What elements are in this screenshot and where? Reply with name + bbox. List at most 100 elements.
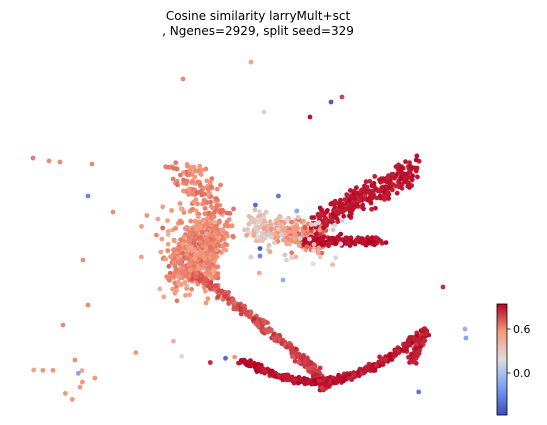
cell-point	[186, 172, 192, 177]
cell-point	[268, 327, 274, 333]
cell-point	[415, 174, 420, 180]
cell-point	[189, 191, 195, 197]
cell-point	[354, 185, 359, 191]
chart-title-line-1: Cosine similarity larryMult+sct	[165, 9, 351, 23]
cell-point	[290, 354, 295, 360]
cell-point	[369, 195, 375, 201]
cell-point	[345, 202, 351, 208]
cell-point	[210, 205, 216, 211]
cell-point	[207, 219, 213, 225]
outlier-point	[79, 368, 85, 373]
isolated-point	[180, 76, 186, 82]
cell-point	[229, 223, 235, 229]
cell-point-low	[257, 253, 263, 259]
cell-point	[317, 378, 322, 384]
cell-point	[210, 211, 216, 217]
cell-point	[189, 164, 194, 170]
chart-title-line-2: , Ngenes=2929, split seed=329	[162, 24, 354, 38]
cell-point	[372, 174, 378, 179]
colorbar-tick-label-0-6: 0.6	[513, 323, 531, 336]
isolated-point	[462, 326, 468, 332]
cell-point	[255, 234, 261, 240]
cell-point	[197, 163, 203, 169]
cell-point	[172, 247, 178, 253]
cell-point	[269, 226, 274, 232]
cell-point	[360, 202, 366, 208]
cell-point	[313, 231, 319, 237]
cell-point	[413, 342, 419, 348]
cell-point	[289, 255, 294, 260]
cell-point	[170, 286, 176, 292]
cell-point	[223, 294, 229, 299]
cell-point	[194, 250, 200, 256]
cell-point	[139, 224, 144, 229]
cell-point	[423, 331, 429, 337]
cell-point	[390, 171, 396, 177]
cell-point	[362, 193, 368, 199]
cell-point	[302, 240, 308, 246]
outlier-point	[77, 384, 83, 390]
cell-point	[302, 225, 308, 230]
cell-point	[257, 209, 262, 215]
outlier-point	[63, 391, 68, 396]
cell-point	[330, 227, 336, 233]
cell-point	[374, 363, 379, 368]
cell-point	[284, 217, 290, 223]
cell-point	[230, 233, 236, 239]
cell-point	[406, 180, 411, 186]
cell-point	[358, 188, 364, 194]
cell-point	[189, 207, 195, 213]
cell-point	[378, 195, 384, 201]
cell-point	[180, 269, 186, 274]
outlier-point	[232, 354, 238, 360]
isolated-point	[328, 99, 334, 105]
cell-point	[216, 235, 222, 241]
cell-point	[168, 254, 173, 260]
cell-point	[160, 225, 166, 231]
cell-point	[213, 196, 218, 201]
cell-point	[256, 270, 262, 276]
cell-point	[268, 234, 274, 240]
cell-point	[351, 372, 357, 378]
isolated-point	[261, 109, 267, 115]
cell-point	[328, 201, 334, 207]
cell-point	[188, 245, 194, 251]
cell-point	[361, 206, 366, 212]
cell-point	[293, 346, 299, 352]
cell-point	[186, 261, 192, 267]
cell-point	[202, 206, 208, 211]
cell-point	[181, 188, 186, 194]
chart-title: Cosine similarity larryMult+sct , Ngenes…	[0, 9, 516, 39]
cell-point	[206, 283, 211, 289]
cell-point	[222, 222, 228, 228]
cell-point	[167, 274, 173, 280]
cell-point	[411, 358, 417, 364]
cell-point	[394, 190, 400, 196]
cell-point	[261, 368, 266, 373]
cell-point	[191, 263, 197, 269]
cell-point	[356, 198, 362, 204]
cell-point	[317, 227, 323, 233]
cell-point	[198, 219, 203, 225]
cell-point	[295, 380, 301, 386]
isolated-point	[57, 159, 63, 165]
cell-point	[402, 171, 408, 177]
cell-point	[165, 248, 171, 254]
cell-point	[297, 236, 303, 242]
cell-point	[351, 196, 357, 202]
cell-point	[183, 293, 188, 298]
cell-point	[173, 225, 179, 231]
outlier-point	[92, 375, 98, 381]
cell-point	[204, 221, 210, 227]
cell-point	[367, 240, 372, 246]
cell-point	[170, 176, 176, 182]
cell-point	[407, 160, 412, 166]
cell-point	[180, 251, 186, 256]
isolated-point	[80, 257, 86, 263]
cell-point	[172, 238, 177, 244]
cell-point	[379, 356, 385, 362]
cell-point	[289, 219, 295, 225]
cell-point-low	[280, 277, 286, 283]
cell-point	[293, 232, 298, 238]
